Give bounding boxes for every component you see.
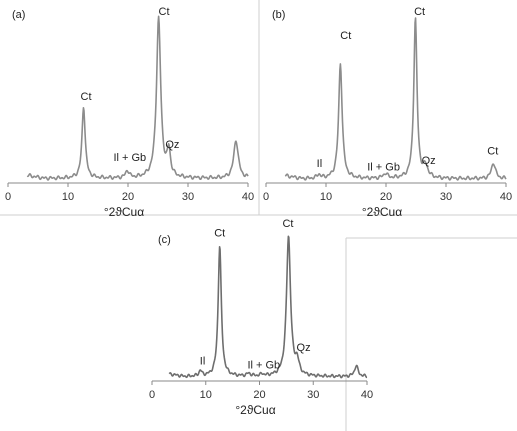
peak-label: Qz bbox=[422, 155, 436, 167]
peak-label: Ct bbox=[487, 145, 498, 157]
x-tick-label: 10 bbox=[200, 389, 212, 401]
x-tick-label: 0 bbox=[263, 191, 269, 203]
peak-label: Ct bbox=[340, 30, 351, 42]
peak-label: Ct bbox=[414, 6, 425, 18]
xrd-panel-1: 0 10 20 30 40 °2ϑCuα (b) Il Ct Il + Gb Ct Qz Ct bbox=[263, 6, 512, 219]
panel-label: (b) bbox=[272, 9, 285, 21]
x-tick-label: 30 bbox=[182, 191, 194, 203]
x-tick-label: 10 bbox=[62, 191, 74, 203]
xrd-trace bbox=[284, 17, 507, 181]
peak-label: Ct bbox=[214, 227, 225, 239]
panel-label: (c) bbox=[158, 234, 171, 246]
x-axis-title: °2ϑCuα bbox=[235, 403, 275, 417]
x-tick-label: 30 bbox=[440, 191, 452, 203]
peak-label: Ct bbox=[81, 91, 92, 103]
peak-label: Ct bbox=[159, 6, 170, 18]
panels: 0 10 20 30 40 °2ϑCuα (a) Ct Il + Gb Ct Qz 0 10 20 30 40… bbox=[5, 6, 512, 417]
peak-label: Ct bbox=[282, 218, 293, 230]
xrd-panel-0: 0 10 20 30 40 °2ϑCuα (a) Ct Il + Gb Ct Qz bbox=[5, 6, 254, 219]
x-tick-label: 40 bbox=[242, 191, 254, 203]
peak-label: Il + Gb bbox=[247, 360, 280, 372]
peak-label: Il + Gb bbox=[113, 152, 146, 164]
xrd-trace bbox=[168, 235, 368, 379]
panel-label: (a) bbox=[12, 9, 25, 21]
x-axis-title: °2ϑCuα bbox=[104, 205, 144, 219]
x-tick-label: 20 bbox=[253, 389, 265, 401]
x-tick-label: 20 bbox=[122, 191, 134, 203]
peak-label: Qz bbox=[297, 342, 311, 354]
x-tick-label: 40 bbox=[361, 389, 373, 401]
x-tick-label: 0 bbox=[149, 389, 155, 401]
peak-label: Qz bbox=[165, 139, 179, 151]
peak-label: Il + Gb bbox=[367, 161, 400, 173]
x-tick-label: 0 bbox=[5, 191, 11, 203]
x-tick-label: 40 bbox=[500, 191, 512, 203]
xrd-panel-2: 0 10 20 30 40 °2ϑCuα (c) Il Ct Il + Gb Ct Qz bbox=[149, 218, 373, 417]
x-axis-title: °2ϑCuα bbox=[362, 205, 402, 219]
x-tick-label: 30 bbox=[307, 389, 319, 401]
x-tick-label: 10 bbox=[320, 191, 332, 203]
xrd-trace bbox=[26, 15, 249, 181]
peak-label: Il bbox=[317, 158, 323, 170]
peak-label: Il bbox=[200, 356, 206, 368]
x-tick-label: 20 bbox=[380, 191, 392, 203]
